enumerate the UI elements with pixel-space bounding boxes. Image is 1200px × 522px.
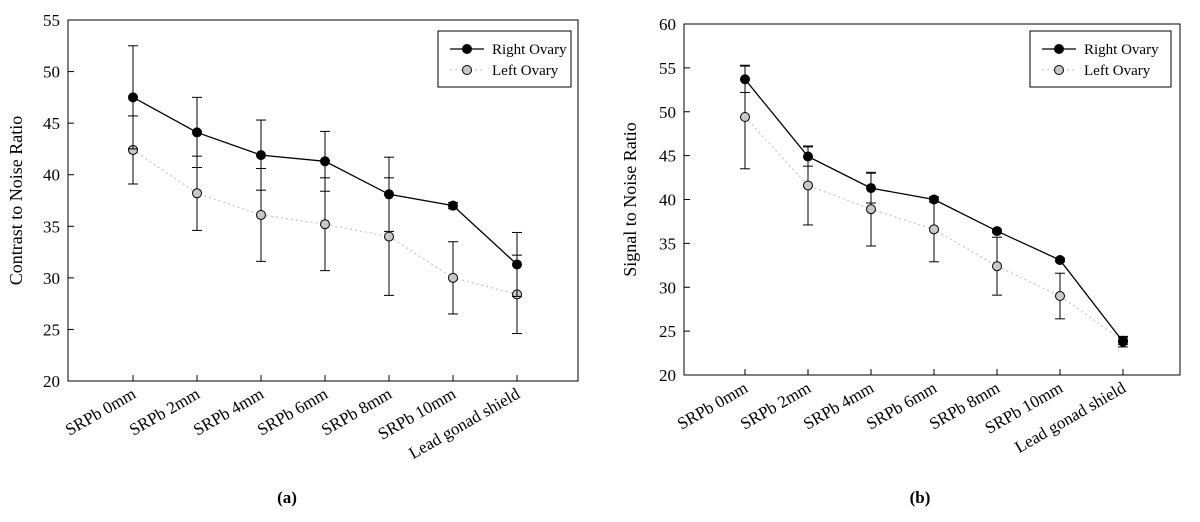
data-point [128,92,138,103]
panel-label: (a) [277,488,297,507]
data-point [992,261,1002,272]
x-tick-label: SRPb 6mm [254,384,331,439]
y-axis-label: Signal to Noise Ratio [620,122,640,277]
y-tick-label: 40 [43,166,60,185]
y-tick-label: 50 [659,103,676,122]
x-tick-label: SRPb 2mm [737,378,814,433]
legend: Right Ovary Left Ovary [1029,30,1172,88]
y-tick-label: 45 [43,114,60,133]
y-axis-label: Contrast to Noise Ratio [6,116,26,286]
legend-marker [1054,44,1064,54]
legend-marker [462,65,472,75]
y-tick-label: 30 [43,269,60,288]
legend-marker [1054,65,1064,75]
data-point [320,219,330,230]
legend-entry: Left Ovary [492,63,559,79]
y-tick-label: 50 [43,63,60,82]
data-point [866,183,876,194]
data-point [448,272,458,283]
data-point [866,204,876,215]
data-point [384,231,394,242]
data-point [256,209,266,220]
x-tick-label: SRPb 0mm [62,384,139,439]
legend-box [437,30,572,88]
data-point [740,112,750,123]
data-point [384,189,394,200]
y-tick-label: 55 [659,59,676,78]
data-point [929,194,939,205]
data-point [320,156,330,167]
data-point [803,151,813,162]
data-point [448,200,458,211]
panel-label: (b) [910,488,931,507]
y-tick-label: 55 [43,11,60,30]
y-tick-label: 20 [43,372,60,391]
legend-entry: Right Ovary [1084,42,1159,58]
y-tick-label: 35 [43,217,60,236]
legend-marker [462,44,472,54]
data-point [192,188,202,199]
data-point [512,259,522,270]
y-tick-label: 40 [659,191,676,210]
legend-box [1029,30,1172,88]
data-point [192,127,202,138]
legend-entry: Left Ovary [1084,63,1151,79]
y-tick-label: 45 [659,147,676,166]
data-point [992,226,1002,237]
y-tick-label: 60 [659,15,676,34]
plot-frame [67,19,579,382]
x-tick-label: SRPb 6mm [863,378,940,433]
legend-entry: Right Ovary [492,42,567,58]
x-tick-label: SRPb 4mm [190,384,267,439]
x-tick-label: Lead gonad shield [406,384,524,463]
y-tick-label: 30 [659,278,676,297]
x-tick-label: SRPb 0mm [674,378,751,433]
y-tick-label: 25 [43,320,60,339]
data-point [1055,291,1065,302]
data-point [1055,255,1065,266]
x-tick-label: Lead gonad shield [1012,378,1130,457]
data-point [256,150,266,161]
data-point [803,180,813,191]
series-left-ovary [740,64,1128,346]
y-tick-label: 25 [659,322,676,341]
data-point [740,74,750,85]
y-tick-label: 20 [659,366,676,385]
data-point [1118,336,1128,347]
series-right-ovary [128,45,522,297]
x-tick-label: SRPb 2mm [126,384,203,439]
x-tick-label: SRPb 4mm [800,378,877,433]
data-point [929,224,939,235]
legend: Right Ovary Left Ovary [437,30,572,88]
series-right-ovary [740,65,1128,348]
y-tick-label: 35 [659,234,676,253]
